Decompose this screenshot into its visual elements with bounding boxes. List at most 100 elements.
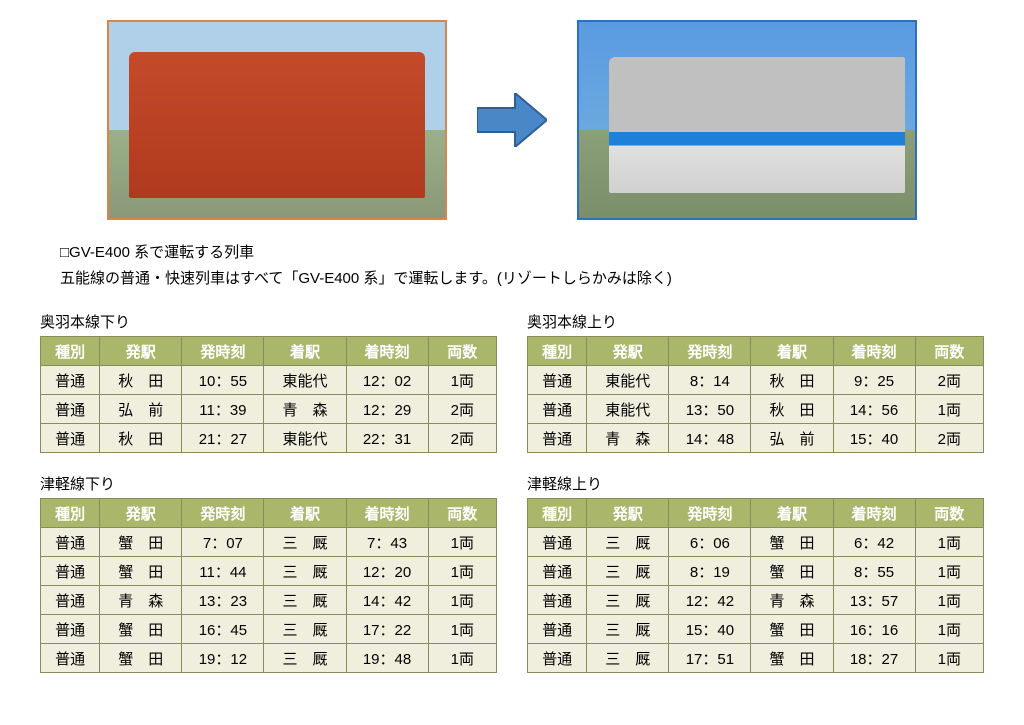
- table-cell: 16：16: [833, 615, 915, 644]
- table-cell: 蟹 田: [100, 615, 182, 644]
- table-cell: 普通: [41, 366, 100, 395]
- table-cell: 1両: [428, 528, 496, 557]
- table-header-cell: 着時刻: [833, 337, 915, 366]
- table-cell: 1両: [428, 557, 496, 586]
- table-header-cell: 両数: [915, 337, 983, 366]
- description-block: □GV-E400 系で運転する列車 五能線の普通・快速列車はすべて「GV-E40…: [60, 240, 1004, 291]
- table-header-cell: 着時刻: [833, 499, 915, 528]
- table-row: 普通秋 田21：27東能代22：312両: [41, 424, 497, 453]
- table-cell: 11：44: [182, 557, 264, 586]
- table-title: 津軽線下り: [40, 473, 497, 494]
- table-header-cell: 発駅: [587, 499, 669, 528]
- train-comparison-row: [20, 20, 1004, 220]
- table-row: 普通東能代8：14秋 田9：252両: [528, 366, 984, 395]
- table-cell: 普通: [528, 395, 587, 424]
- table-cell: 14：42: [346, 586, 428, 615]
- table-title: 津軽線上り: [527, 473, 984, 494]
- table-row: 普通東能代13：50秋 田14：561両: [528, 395, 984, 424]
- table-cell: 17：22: [346, 615, 428, 644]
- table-row: 普通三 厩15：40蟹 田16：161両: [528, 615, 984, 644]
- table-cell: 1両: [428, 644, 496, 673]
- table-cell: 19：12: [182, 644, 264, 673]
- table-cell: 普通: [41, 528, 100, 557]
- table-row: 普通三 厩17：51蟹 田18：271両: [528, 644, 984, 673]
- timetable: 種別発駅発時刻着駅着時刻両数普通三 厩6：06蟹 田6：421両普通三 厩8：1…: [527, 498, 984, 673]
- table-cell: 6：42: [833, 528, 915, 557]
- table-cell: 普通: [528, 557, 587, 586]
- table-cell: 13：50: [669, 395, 751, 424]
- table-row: 普通蟹 田16：45三 厩17：221両: [41, 615, 497, 644]
- table-cell: 秋 田: [100, 366, 182, 395]
- table-header-cell: 両数: [915, 499, 983, 528]
- tables-row-1: 奥羽本線下り種別発駅発時刻着駅着時刻両数普通秋 田10：55東能代12：021両…: [20, 311, 1004, 453]
- table-title: 奥羽本線下り: [40, 311, 497, 332]
- old-train-image: [107, 20, 447, 220]
- table-cell: 1両: [428, 615, 496, 644]
- table-cell: 17：51: [669, 644, 751, 673]
- table-row: 普通蟹 田19：12三 厩19：481両: [41, 644, 497, 673]
- table-cell: 普通: [41, 395, 100, 424]
- table-header-cell: 種別: [41, 337, 100, 366]
- table-cell: 10：55: [182, 366, 264, 395]
- table-cell: 三 厩: [264, 586, 346, 615]
- table-row: 普通青 森13：23三 厩14：421両: [41, 586, 497, 615]
- new-train-image: [577, 20, 917, 220]
- table-cell: 三 厩: [264, 644, 346, 673]
- table-cell: 15：40: [833, 424, 915, 453]
- table-header-cell: 着時刻: [346, 337, 428, 366]
- table-cell: 蟹 田: [751, 644, 833, 673]
- table-cell: 三 厩: [587, 528, 669, 557]
- table-cell: 普通: [528, 615, 587, 644]
- table-cell: 普通: [41, 586, 100, 615]
- timetable: 種別発駅発時刻着駅着時刻両数普通蟹 田7：07三 厩7：431両普通蟹 田11：…: [40, 498, 497, 673]
- table-cell: 14：48: [669, 424, 751, 453]
- table-block-ou-up: 奥羽本線上り種別発駅発時刻着駅着時刻両数普通東能代8：14秋 田9：252両普通…: [527, 311, 984, 453]
- table-cell: 1両: [915, 615, 983, 644]
- table-cell: 13：57: [833, 586, 915, 615]
- table-row: 普通蟹 田7：07三 厩7：431両: [41, 528, 497, 557]
- table-header-cell: 着時刻: [346, 499, 428, 528]
- table-header-cell: 種別: [528, 337, 587, 366]
- table-cell: 16：45: [182, 615, 264, 644]
- table-cell: 普通: [528, 424, 587, 453]
- table-cell: 2両: [428, 395, 496, 424]
- table-cell: 普通: [41, 557, 100, 586]
- table-header-cell: 発時刻: [182, 337, 264, 366]
- table-cell: 蟹 田: [751, 557, 833, 586]
- table-block-tsugaru-up: 津軽線上り種別発駅発時刻着駅着時刻両数普通三 厩6：06蟹 田6：421両普通三…: [527, 473, 984, 673]
- table-cell: 12：02: [346, 366, 428, 395]
- table-cell: 青 森: [100, 586, 182, 615]
- timetable: 種別発駅発時刻着駅着時刻両数普通秋 田10：55東能代12：021両普通弘 前1…: [40, 336, 497, 453]
- table-cell: 1両: [915, 644, 983, 673]
- table-cell: 普通: [528, 366, 587, 395]
- table-cell: 東能代: [264, 424, 346, 453]
- table-block-ou-down: 奥羽本線下り種別発駅発時刻着駅着時刻両数普通秋 田10：55東能代12：021両…: [40, 311, 497, 453]
- table-cell: 6：06: [669, 528, 751, 557]
- table-header-cell: 両数: [428, 337, 496, 366]
- table-header-cell: 着駅: [751, 499, 833, 528]
- table-row: 普通青 森14：48弘 前15：402両: [528, 424, 984, 453]
- table-cell: 普通: [528, 528, 587, 557]
- table-cell: 1両: [915, 395, 983, 424]
- table-cell: 8：55: [833, 557, 915, 586]
- table-cell: 普通: [41, 615, 100, 644]
- table-cell: 7：43: [346, 528, 428, 557]
- description-line-1: □GV-E400 系で運転する列車: [60, 240, 1004, 266]
- table-header-cell: 両数: [428, 499, 496, 528]
- table-cell: 12：29: [346, 395, 428, 424]
- table-cell: 9：25: [833, 366, 915, 395]
- table-cell: 12：42: [669, 586, 751, 615]
- table-cell: 1両: [915, 557, 983, 586]
- table-cell: 1両: [428, 366, 496, 395]
- table-cell: 三 厩: [587, 557, 669, 586]
- table-cell: 蟹 田: [100, 644, 182, 673]
- table-title: 奥羽本線上り: [527, 311, 984, 332]
- table-cell: 2両: [915, 424, 983, 453]
- table-header-cell: 着駅: [264, 499, 346, 528]
- table-header-cell: 発駅: [587, 337, 669, 366]
- table-cell: 蟹 田: [100, 528, 182, 557]
- table-header-cell: 発時刻: [669, 499, 751, 528]
- table-cell: 三 厩: [264, 557, 346, 586]
- table-cell: 蟹 田: [751, 528, 833, 557]
- table-cell: 18：27: [833, 644, 915, 673]
